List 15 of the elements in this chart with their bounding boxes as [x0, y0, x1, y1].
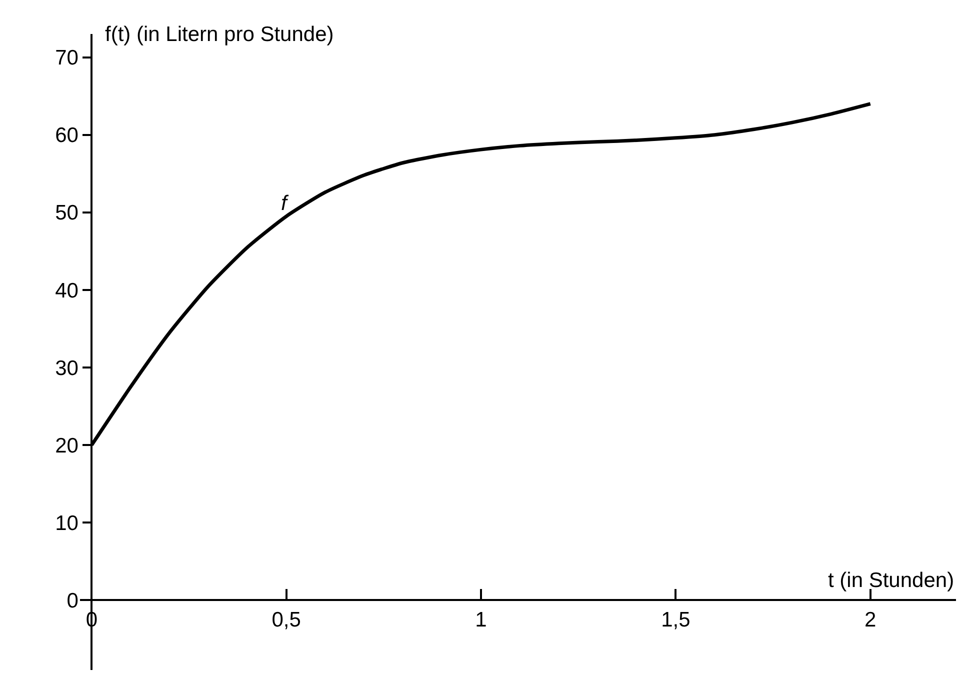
- y-tick-label: 40: [55, 279, 78, 302]
- y-tick-label: 70: [55, 46, 78, 70]
- y-tick-label: 60: [55, 124, 78, 148]
- annotation: f: [281, 192, 289, 215]
- y-tick-label: 20: [55, 434, 78, 458]
- x-tick-label: 0,5: [272, 608, 301, 632]
- x-tick-label: 2: [864, 608, 876, 632]
- y-tick-label: 30: [55, 356, 78, 380]
- y-tick-label: 0: [66, 590, 78, 613]
- y-axis-title: f(t) (in Litern pro Stunde): [105, 23, 334, 46]
- x-axis-title: t (in Stunden): [828, 569, 954, 592]
- y-tick-label: 50: [55, 202, 78, 225]
- x-tick-label: 1,5: [661, 608, 690, 632]
- x-tick-label: 1: [475, 608, 487, 632]
- y-tick-label: 10: [55, 512, 78, 535]
